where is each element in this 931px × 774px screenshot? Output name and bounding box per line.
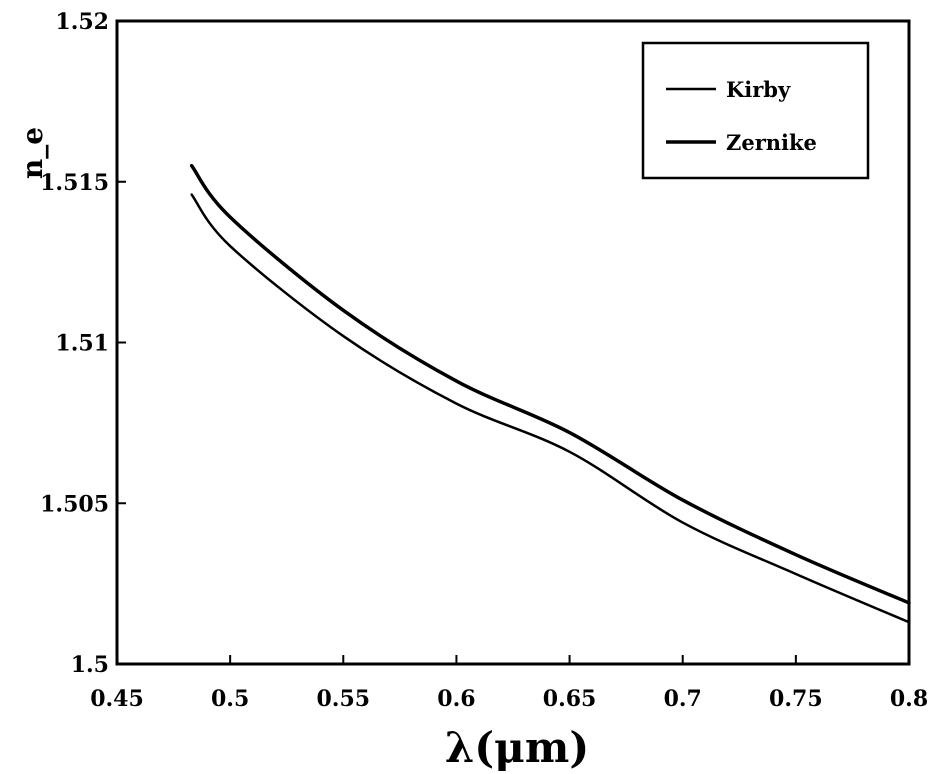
series-layer xyxy=(189,163,911,624)
x-tick-label: 0.8 xyxy=(890,686,928,712)
legend-label-zernike: Zernike xyxy=(726,130,817,155)
x-tick-label: 0.7 xyxy=(664,686,702,712)
series-line-kirby xyxy=(190,193,911,624)
x-axis-title: λ(μm) xyxy=(445,723,589,772)
series-line-zernike xyxy=(189,163,911,605)
x-axis-ticks: 0.45 0.5 0.55 0.6 0.65 0.7 0.75 0.8 xyxy=(90,655,928,712)
legend-label-kirby: Kirby xyxy=(726,77,791,102)
y-tick-label: 1.515 xyxy=(40,170,109,196)
x-tick-label: 0.55 xyxy=(316,686,370,712)
y-axis-ticks: 1.5 1.505 1.51 1.515 1.52 xyxy=(40,9,126,678)
x-tick-label: 0.5 xyxy=(211,686,249,712)
y-axis-title: n_e xyxy=(16,127,49,179)
x-tick-label: 0.75 xyxy=(769,686,823,712)
y-tick-label: 1.5 xyxy=(71,652,109,678)
x-tick-label: 0.45 xyxy=(90,686,144,712)
legend-box xyxy=(641,41,870,180)
x-tick-label: 0.6 xyxy=(437,686,475,712)
x-tick-label: 0.65 xyxy=(543,686,597,712)
y-tick-label: 1.505 xyxy=(40,491,109,517)
y-tick-label: 1.52 xyxy=(55,9,109,35)
y-tick-label: 1.51 xyxy=(55,331,109,357)
legend: Kirby Zernike xyxy=(641,41,870,180)
